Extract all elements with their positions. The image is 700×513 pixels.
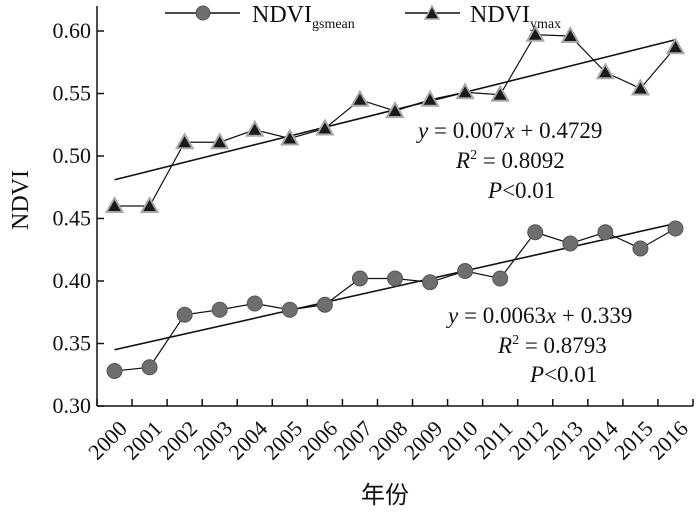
- data-point-gsmean: [667, 220, 684, 237]
- data-point-ymax: [525, 24, 545, 42]
- y-tick-label: 0.50: [53, 143, 92, 168]
- data-point-gsmean: [597, 224, 614, 241]
- data-point-ymax: [560, 25, 581, 43]
- x-axis-ticks: 2000200120022003200420052006200720082009…: [83, 399, 694, 465]
- data-point-ymax: [385, 100, 405, 118]
- data-point-gsmean: [351, 270, 368, 287]
- data-point-gsmean: [106, 363, 123, 379]
- legend-label-gsmean: NDVIgsmean: [252, 2, 355, 32]
- y-tick-label: 0.30: [53, 393, 92, 418]
- data-point-gsmean: [176, 306, 193, 323]
- legend-marker-triangle: [423, 4, 441, 20]
- data-point-gsmean: [492, 270, 509, 287]
- axes: [96, 6, 693, 407]
- equation-gsmean: y = 0.0063x + 0.339: [446, 303, 632, 328]
- regression-annotation-gsmean: y = 0.0063x + 0.339 R2 = 0.8793 P<0.01: [446, 303, 632, 387]
- equation-ymax: y = 0.007x + 0.4729: [416, 118, 602, 143]
- data-point-ymax: [490, 84, 510, 102]
- x-tick-label: 2016: [644, 416, 693, 465]
- data-point-ymax: [139, 195, 160, 213]
- legend-marker-circle: [195, 5, 211, 21]
- data-point-gsmean: [141, 359, 158, 376]
- r-squared-gsmean: R2 = 0.8793: [497, 333, 607, 358]
- trend-line-gsmean: [114, 222, 676, 351]
- p-value-ymax: P<0.01: [487, 178, 555, 203]
- data-point-ymax: [455, 82, 475, 100]
- legend: NDVIgsmean NDVIymax: [165, 2, 561, 32]
- data-point-ymax: [350, 89, 370, 107]
- data-point-ymax: [595, 62, 616, 80]
- regression-annotation-ymax: y = 0.007x + 0.4729 R2 = 0.8092 P<0.01: [416, 118, 602, 203]
- data-point-gsmean: [457, 263, 474, 279]
- data-point-gsmean: [211, 301, 228, 318]
- series-markers: [104, 24, 686, 379]
- data-point-gsmean: [527, 224, 544, 241]
- data-point-ymax: [209, 132, 230, 150]
- y-tick-label: 0.60: [53, 18, 92, 43]
- data-point-gsmean: [281, 301, 298, 318]
- data-point-gsmean: [246, 295, 263, 312]
- data-point-ymax: [280, 128, 300, 146]
- p-value-gsmean: P<0.01: [529, 362, 597, 387]
- data-point-gsmean: [632, 240, 649, 257]
- r-squared-ymax: R2 = 0.8092: [455, 148, 565, 173]
- y-tick-label: 0.40: [53, 268, 92, 293]
- data-point-gsmean: [387, 270, 403, 287]
- y-axis-title: NDVI: [8, 170, 34, 230]
- x-axis-title: 年份: [361, 482, 409, 509]
- y-tick-label: 0.55: [53, 81, 92, 106]
- data-point-gsmean: [562, 235, 579, 252]
- data-point-ymax: [104, 195, 125, 213]
- y-tick-label: 0.45: [53, 206, 92, 231]
- data-point-ymax: [174, 132, 195, 150]
- data-point-ymax: [420, 89, 440, 107]
- data-point-gsmean: [316, 296, 333, 313]
- y-tick-label: 0.35: [53, 331, 92, 356]
- data-point-ymax: [665, 37, 686, 55]
- data-point-ymax: [630, 78, 651, 96]
- data-point-ymax: [315, 118, 335, 136]
- data-point-ymax: [245, 119, 265, 137]
- legend-label-ymax: NDVIymax: [470, 2, 561, 32]
- y-axis-ticks: 0.30 0.35 0.40 0.45 0.50 0.55 0.60: [53, 18, 104, 418]
- data-point-gsmean: [422, 274, 439, 291]
